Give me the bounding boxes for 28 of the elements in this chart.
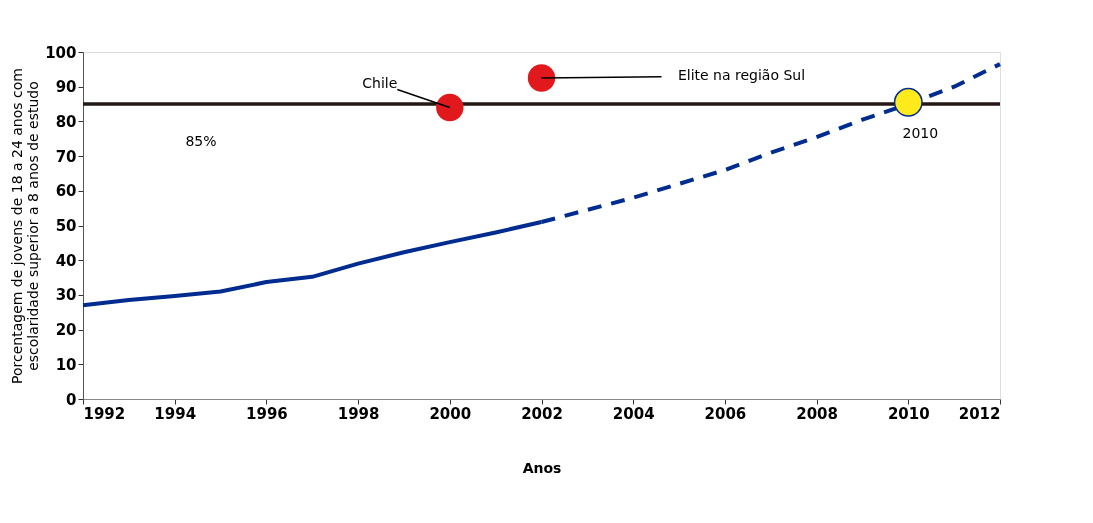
y-tick-label: 70 xyxy=(55,147,77,166)
y-tick-label: 50 xyxy=(55,217,77,235)
x-tick-label: 2012 xyxy=(958,404,1001,423)
annotation: Chile xyxy=(362,74,398,91)
x-tick-label: 1992 xyxy=(83,404,126,423)
y-tick-label: 40 xyxy=(55,251,77,270)
x-tick-label: 2010 xyxy=(887,404,930,423)
x-axis-title: Anos xyxy=(522,459,562,476)
x-tick-label: 2002 xyxy=(521,404,563,423)
ref-line-label: 85% xyxy=(185,133,217,150)
annotation: Elite na região Sul xyxy=(677,67,806,84)
y-tick-label: 100 xyxy=(45,43,77,62)
y-tick-label: 60 xyxy=(55,182,77,201)
x-tick-label: 1994 xyxy=(154,404,197,423)
x-tick-label: 2006 xyxy=(704,404,747,423)
y-tick-label: 20 xyxy=(55,321,77,340)
x-tick-label: 1996 xyxy=(246,404,288,423)
x-tick-label: 2008 xyxy=(796,404,838,423)
x-tick-label: 2004 xyxy=(612,404,655,423)
y-tick-label: 0 xyxy=(66,390,77,409)
y-tick-label: 90 xyxy=(55,78,77,97)
x-tick-label: 2000 xyxy=(429,404,472,423)
y-tick-label: 30 xyxy=(55,286,77,305)
y-tick-label: 10 xyxy=(55,355,77,374)
y-tick-label: 80 xyxy=(55,112,77,131)
annotation: 2010 xyxy=(902,125,939,142)
x-tick-label: 1998 xyxy=(337,404,380,423)
y-axis-title: Porcentagem de jovens de 18 a 24 anos com escolaridade superior a 8 anos de estudo xyxy=(9,68,42,384)
